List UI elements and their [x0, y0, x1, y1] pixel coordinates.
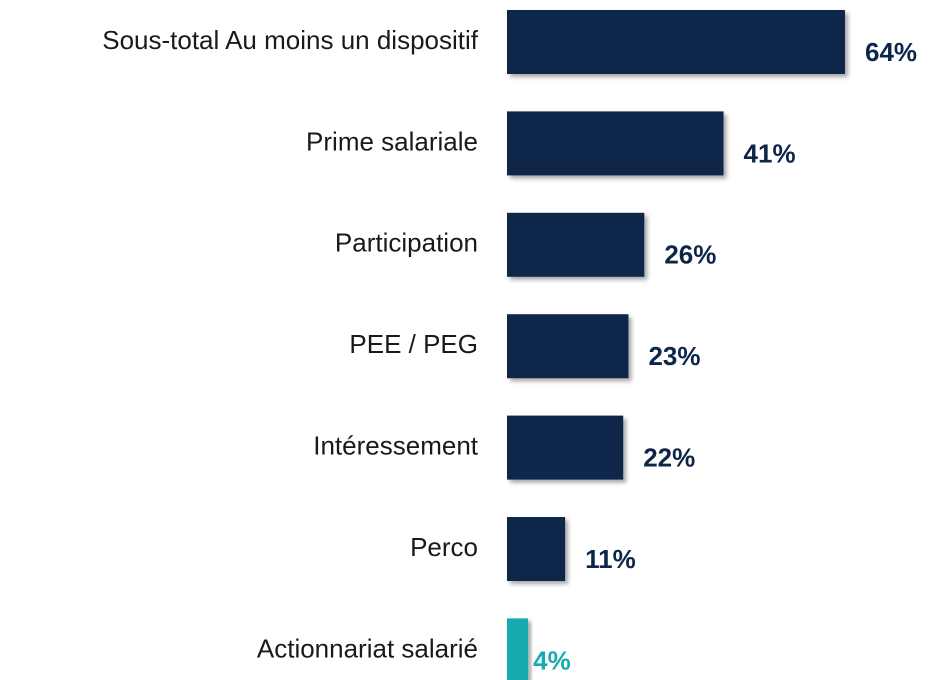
- category-label: Prime salariale: [306, 126, 478, 156]
- category-label: Intéressement: [313, 430, 479, 460]
- category-label: Sous-total Au moins un dispositif: [102, 25, 479, 55]
- value-label: 22%: [643, 442, 695, 472]
- value-label: 4%: [533, 645, 571, 675]
- bar: [507, 10, 845, 74]
- value-label: 41%: [744, 138, 796, 168]
- value-label: 64%: [865, 37, 917, 67]
- category-label: Perco: [410, 532, 478, 562]
- value-label: 23%: [648, 341, 700, 371]
- value-label: 26%: [664, 240, 716, 270]
- category-label: Actionnariat salarié: [257, 633, 478, 663]
- category-label: Participation: [335, 228, 478, 258]
- bar: [507, 517, 566, 581]
- bar: [507, 111, 724, 176]
- bar: [507, 415, 624, 480]
- bar: [507, 314, 629, 379]
- bar: [507, 212, 645, 277]
- value-label: 11%: [585, 544, 636, 574]
- bar: [507, 618, 529, 680]
- category-label: PEE / PEG: [349, 329, 478, 359]
